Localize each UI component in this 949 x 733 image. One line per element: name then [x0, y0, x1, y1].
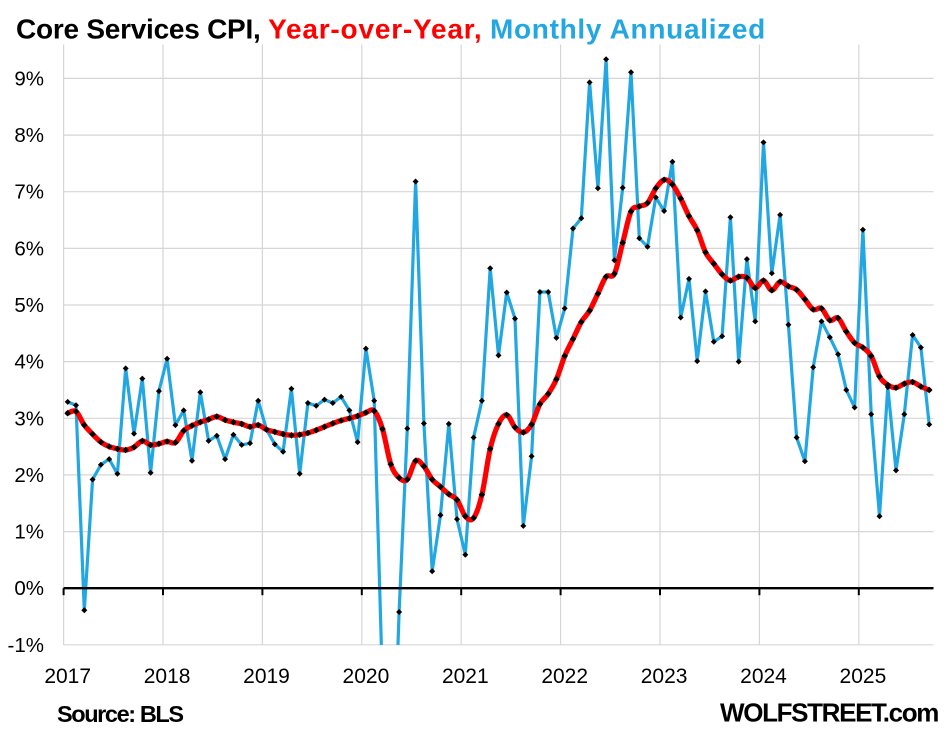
svg-text:7%: 7% — [14, 181, 44, 204]
svg-text:2019: 2019 — [243, 665, 290, 688]
svg-text:3%: 3% — [14, 407, 44, 430]
svg-text:WOLFSTREET.com: WOLFSTREET.com — [720, 698, 938, 728]
svg-text:5%: 5% — [14, 294, 44, 317]
svg-text:6%: 6% — [14, 237, 44, 260]
svg-text:2021: 2021 — [442, 665, 489, 688]
svg-text:2017: 2017 — [44, 665, 91, 688]
svg-text:1%: 1% — [14, 521, 44, 544]
svg-text:Core Services CPI, Year-over-Y: Core Services CPI, Year-over-Year, Month… — [16, 14, 766, 45]
svg-text:8%: 8% — [14, 124, 44, 147]
svg-text:2025: 2025 — [840, 665, 887, 688]
svg-text:4%: 4% — [14, 351, 44, 374]
svg-text:9%: 9% — [14, 67, 44, 90]
svg-text:Source: BLS: Source: BLS — [57, 701, 183, 727]
svg-text:2020: 2020 — [343, 665, 390, 688]
svg-text:2023: 2023 — [641, 665, 688, 688]
svg-text:-1%: -1% — [8, 634, 44, 657]
svg-text:0%: 0% — [14, 577, 44, 600]
svg-text:2018: 2018 — [144, 665, 191, 688]
svg-text:2%: 2% — [14, 464, 44, 487]
svg-text:2022: 2022 — [541, 665, 588, 688]
svg-text:2024: 2024 — [740, 665, 787, 688]
